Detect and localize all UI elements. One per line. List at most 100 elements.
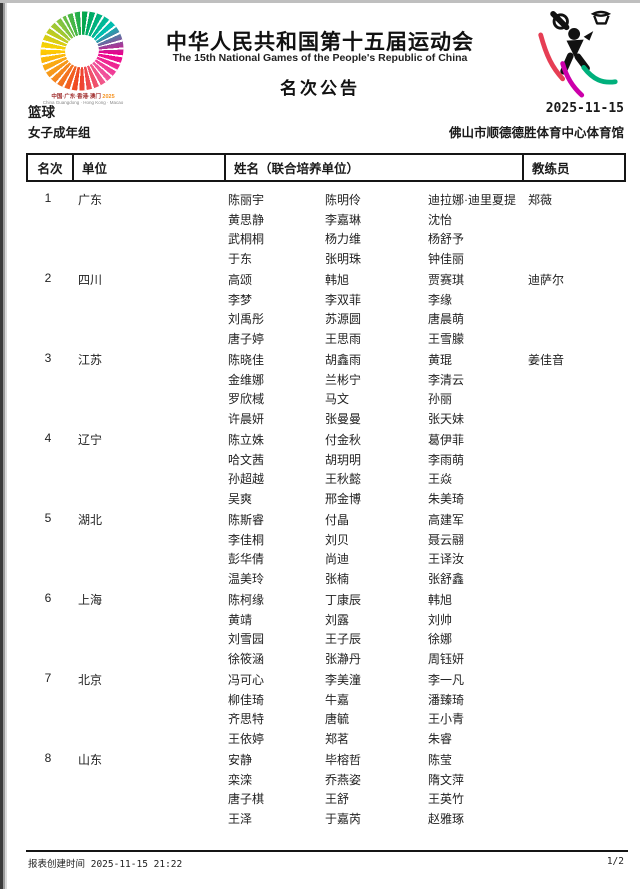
player-name: 孙超越 [228,472,265,486]
player-name: 王英竹 [428,792,465,806]
player-name: 刘雪园 [228,632,265,646]
player-name: 温美玲 [228,571,265,586]
column-header-coach: 教练员 [522,155,624,180]
player-name: 李美潼 [325,673,362,687]
player-name: 韩旭 [325,273,350,287]
coach-cell [520,428,626,508]
unit-cell: 江苏 [78,353,103,367]
player-name: 栾滦 [228,772,253,787]
player-name: 贾赛琪 [428,273,465,287]
names-cell: 高颂 韩旭 贾赛琪 李梦 李双菲 李缘 刘禹彤 苏源圆 唐晨萌 唐子婷 王思雨 王雪朦 [222,268,520,348]
table-row: 7 北京 冯可心 李美潼 李一凡 柳佳琦 牛嘉 潘臻琦 齐思特 唐毓 王小青 王依婷 郑茗 朱睿 [26,668,626,748]
page-title-english: The 15th National Games of the People's … [172,52,468,64]
player-name: 张天妹 [428,411,465,426]
page-number: 1/2 [606,856,624,867]
player-name: 唐晨萌 [428,312,465,326]
coach-cell [520,668,626,748]
player-name: 罗欣棫 [228,392,265,406]
player-name: 王思雨 [325,331,362,346]
player-name: 李梦 [228,292,253,307]
player-name: 朱美琦 [428,491,465,506]
player-name: 胡玥明 [325,452,362,467]
names-cell: 陈斯睿 付晶 高建军 李佳桐 刘贝 聂云翮 彭华倩 尚迪 王译汝 温美玲 张楠 张舒鑫 [222,508,520,588]
player-name: 李缘 [428,292,453,307]
emblem-caption-en: China Guangdong · Hong Kong · Macao [42,100,124,105]
unit-cell: 辽宁 [78,433,103,447]
names-cell: 陈晓佳 胡鑫雨 黄琨 金维娜 兰彬宁 李清云 罗欣棫 马文 孙丽 许晨妍 张曼曼 张天妹 [222,348,520,428]
names-cell: 安静 毕榕哲 陈莹 栾滦 乔燕姿 隋文萍 唐子棋 王舒 王英竹 王泽 于嘉芮 赵雅琢 [222,748,520,828]
player-name: 黄思静 [228,212,265,227]
scan-edge-left [0,0,7,889]
player-name: 李雨萌 [428,452,465,467]
player-name: 徐筱涵 [228,651,265,666]
player-name: 李清云 [428,372,465,387]
player-name: 李嘉琳 [325,212,362,227]
coach-cell [520,588,626,668]
event-date: 2025-11-15 [545,101,624,116]
player-name: 隋文萍 [428,772,465,787]
player-name: 高颂 [228,273,253,287]
player-name: 兰彬宁 [325,372,362,387]
player-name: 陈莹 [428,753,453,767]
results-table: 名次 单位 姓名（联合培养单位） 教练员 1 广东 陈丽宇 陈明伶 迪拉娜·迪里夏提… [26,153,626,828]
player-name: 王依婷 [228,731,265,746]
player-name: 刘贝 [325,532,350,547]
page-title: 中华人民共和国第十五届运动会 [166,31,474,54]
table-row: 6 上海 陈柯缘 丁康辰 韩旭 黄靖 刘露 刘帅 刘雪园 王子辰 徐娜 徐筱涵 张瀞丹 周钰妍 [26,588,626,668]
player-name: 乔燕姿 [325,772,362,787]
table-row: 5 湖北 陈斯睿 付晶 高建军 李佳桐 刘贝 聂云翮 彭华倩 尚迪 王译汝 温美玲 张楠 张舒鑫 [26,508,626,588]
player-name: 付晶 [325,513,350,527]
column-header-rank: 名次 [37,162,63,176]
player-name: 赵雅琢 [428,811,465,826]
player-name: 王秋懿 [325,472,362,486]
names-cell: 陈立姝 付金秋 葛伊菲 哈文茜 胡玥明 李雨萌 孙超越 王秋懿 王焱 吴爽 邢金博 朱美琦 [222,428,520,508]
rank-cell: 4 [44,431,52,445]
rank-cell: 8 [44,751,52,765]
footer-divider [26,850,628,852]
table-row: 2 四川 高颂 韩旭 贾赛琪 李梦 李双菲 李缘 刘禹彤 苏源圆 唐晨萌 唐子婷 王思雨 王雪朦 迪萨… [26,268,626,348]
event-name: 篮球 [28,105,55,120]
player-name: 韩旭 [428,593,453,607]
player-name: 李一凡 [428,673,465,687]
player-name: 聂云翮 [428,532,465,547]
competition-group: 女子成年组 [28,126,91,140]
player-name: 唐子婷 [228,331,265,346]
coach-cell: 郑薇 [528,193,553,207]
player-name: 徐娜 [428,632,453,646]
table-header-row: 名次 单位 姓名（联合培养单位） 教练员 [26,153,626,182]
player-name: 钟佳丽 [428,251,465,266]
player-name: 陈明伶 [325,193,362,207]
column-header-unit: 单位 [72,155,224,180]
player-name: 黄靖 [228,612,253,627]
player-name: 金维娜 [228,372,265,387]
report-created-timestamp: 报表创建时间 2025-11-15 21:22 [28,859,183,870]
player-name: 王焱 [428,472,453,486]
names-cell: 陈柯缘 丁康辰 韩旭 黄靖 刘露 刘帅 刘雪园 王子辰 徐娜 徐筱涵 张瀞丹 周钰妍 [222,588,520,668]
player-name: 杨舒予 [428,232,465,246]
rank-cell: 1 [44,191,52,205]
names-cell: 冯可心 李美潼 李一凡 柳佳琦 牛嘉 潘臻琦 齐思特 唐毓 王小青 王依婷 郑茗 朱睿 [222,668,520,748]
player-name: 尚迪 [325,552,350,566]
player-name: 王舒 [325,792,350,806]
player-name: 唐子棋 [228,792,265,806]
player-name: 邢金博 [325,491,362,506]
player-name: 朱睿 [428,731,453,746]
unit-cell: 上海 [78,593,103,607]
player-name: 毕榕哲 [325,753,362,767]
emblem-caption-year: 2025 [102,94,115,100]
player-name: 马文 [325,392,350,406]
document-type-heading: 名次公告 [280,79,360,98]
player-name: 李双菲 [325,292,362,307]
emblem-caption-cn: 中国·广东·香港·澳门 2025 [28,92,138,100]
unit-cell: 四川 [78,273,103,287]
rank-cell: 5 [44,511,52,525]
player-name: 刘禹彤 [228,312,265,326]
table-row: 3 江苏 陈晓佳 胡鑫雨 黄琨 金维娜 兰彬宁 李清云 罗欣棫 马文 孙丽 许晨妍 张曼曼 张天妹 姜… [26,348,626,428]
player-name: 王雪朦 [428,331,465,346]
coach-cell: 迪萨尔 [528,273,565,287]
player-name: 唐毓 [325,712,350,726]
emblem-caption-cn-text: 中国·广东·香港·澳门 [51,94,103,100]
national-games-emblem: 中国·广东·香港·澳门 2025 China Guangdong · Hong … [27,0,137,105]
player-name: 李佳桐 [228,532,265,547]
player-name: 于嘉芮 [325,811,362,826]
